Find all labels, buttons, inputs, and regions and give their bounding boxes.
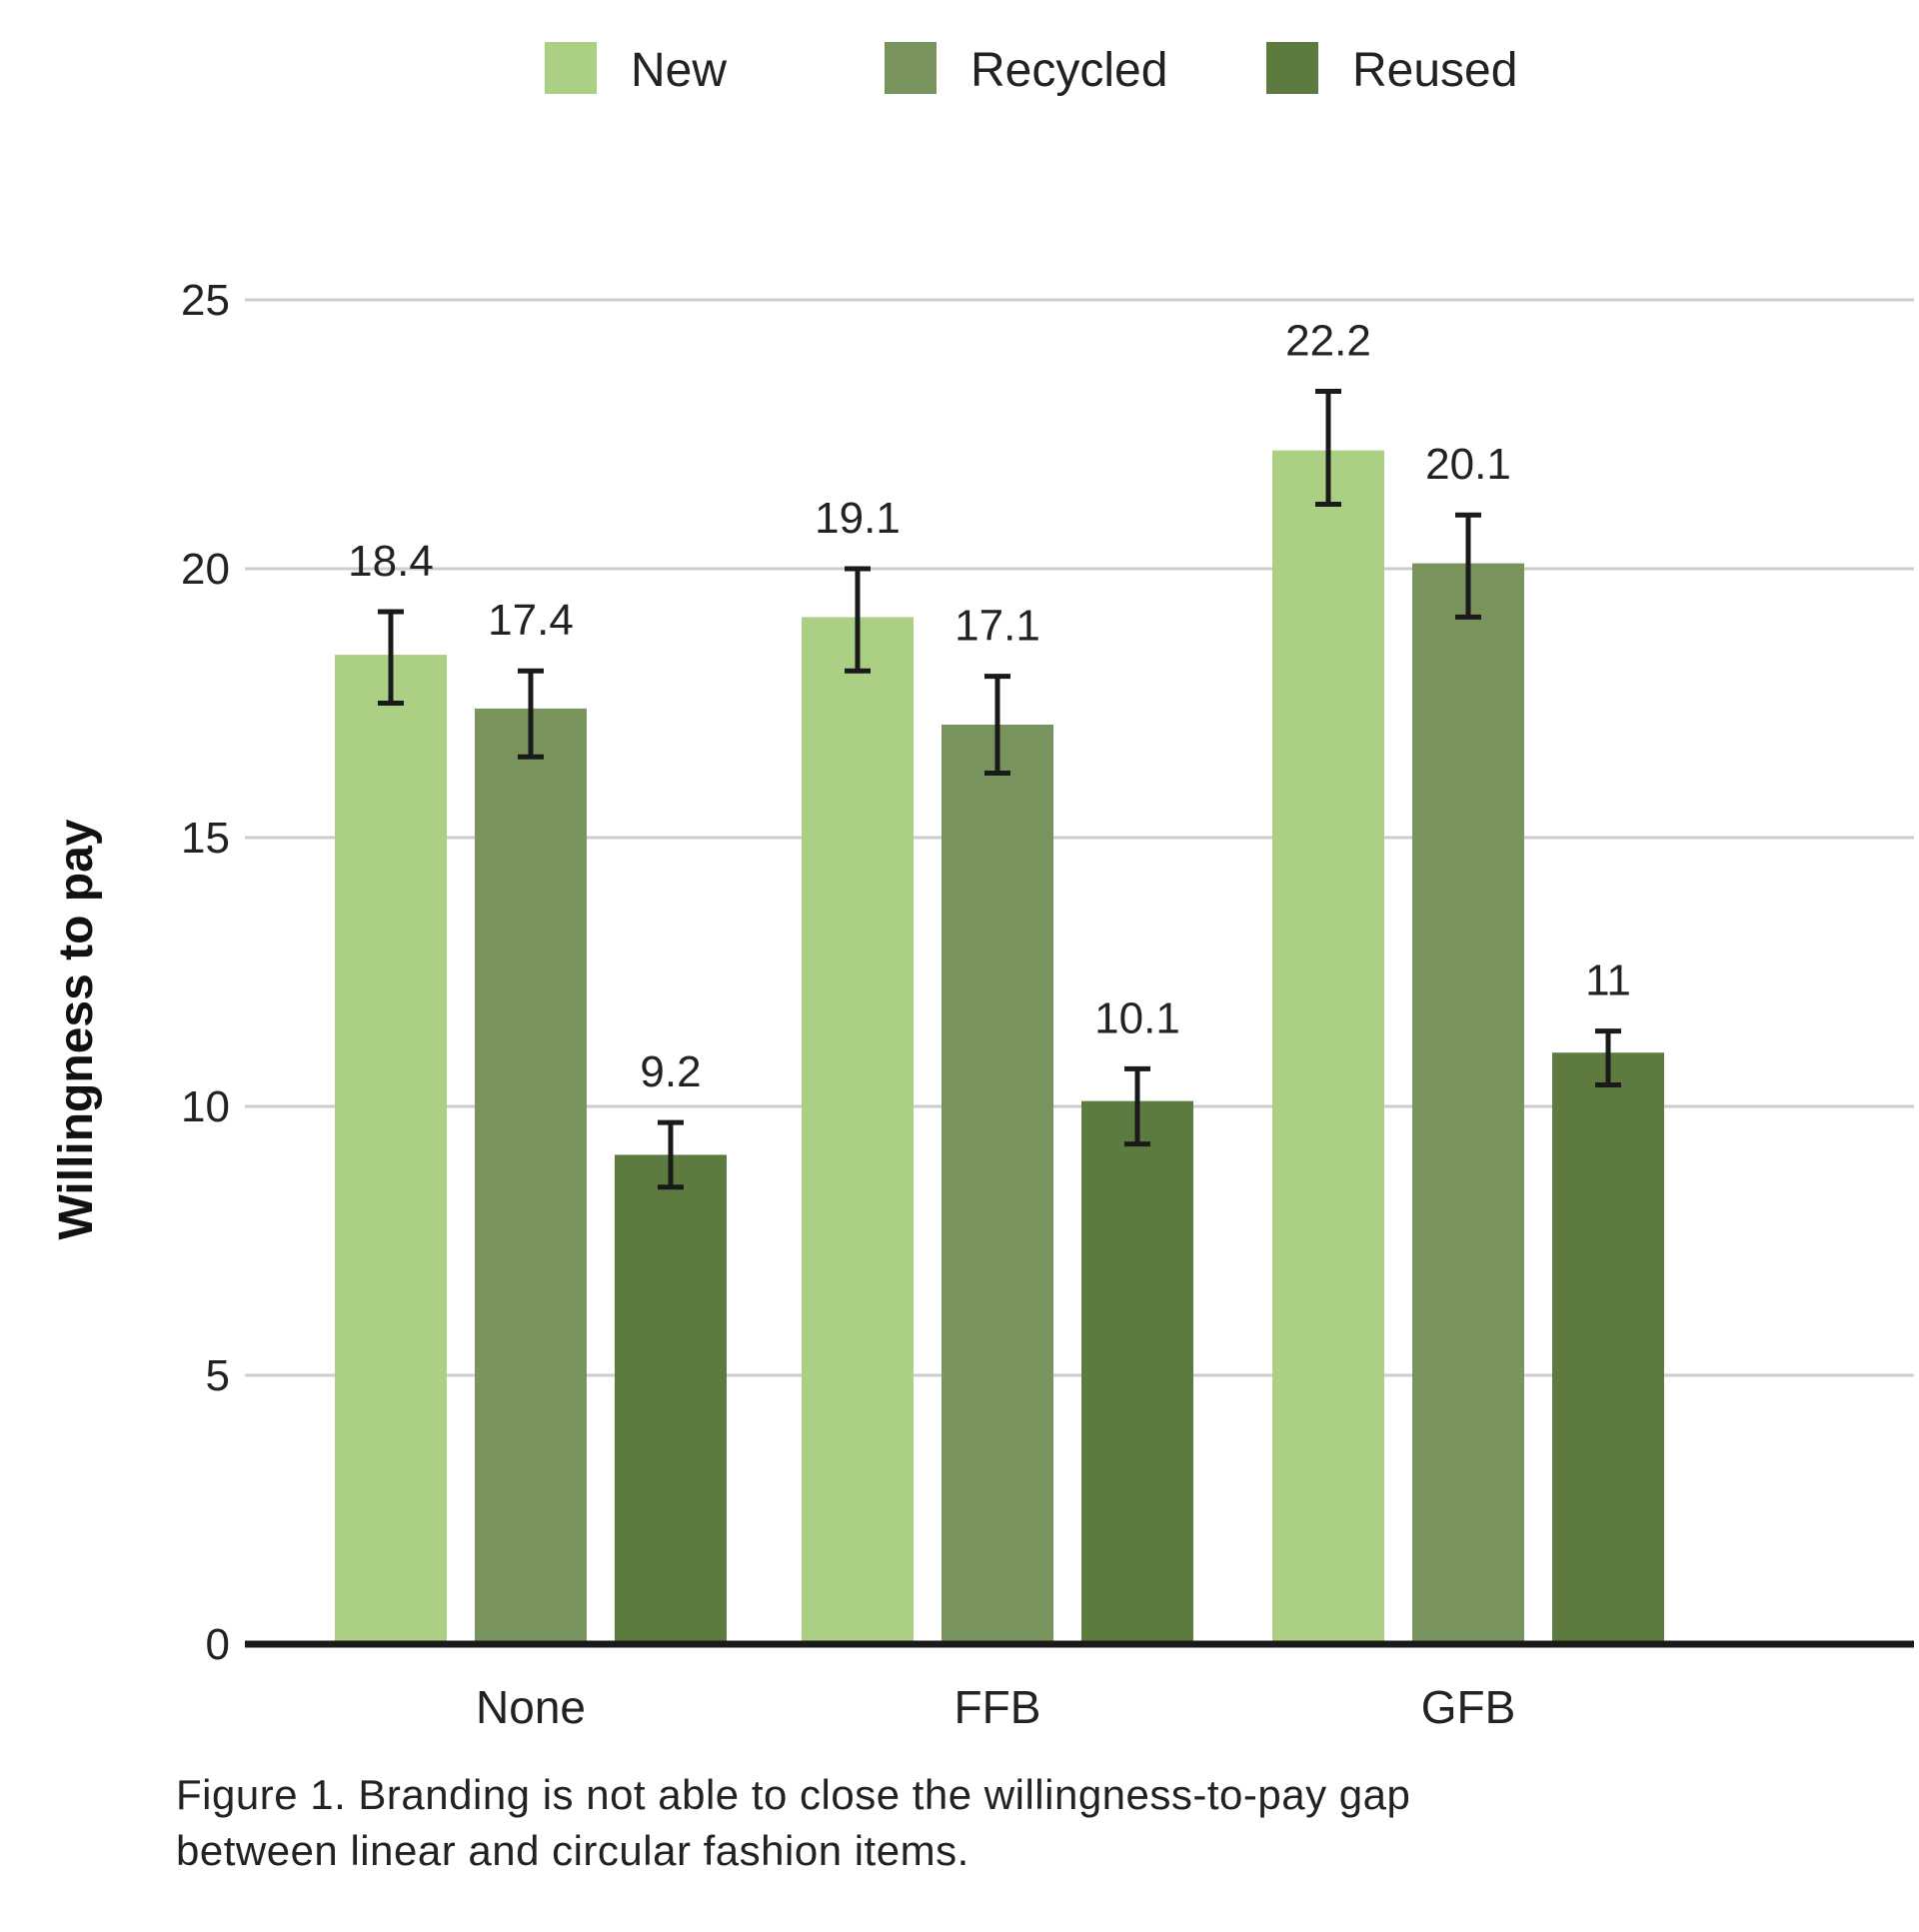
y-tick-label-5: 5 bbox=[206, 1351, 230, 1400]
legend: New Recycled Reused bbox=[545, 42, 1517, 97]
value-label-reused-none: 9.2 bbox=[640, 1047, 701, 1096]
category-label-ffb: FFB bbox=[955, 1681, 1041, 1733]
bar-new-none bbox=[335, 655, 447, 1644]
value-label-recycled-none: 17.4 bbox=[488, 596, 574, 645]
bar-recycled-ffb bbox=[942, 725, 1053, 1644]
legend-label-recycled: Recycled bbox=[970, 44, 1167, 97]
error-bar-recycled-none bbox=[518, 668, 544, 760]
error-bars bbox=[378, 388, 1621, 1190]
bar-reused-ffb bbox=[1081, 1100, 1193, 1644]
error-bar-new-none bbox=[378, 609, 404, 706]
legend-item-new: New bbox=[545, 42, 727, 97]
legend-item-reused: Reused bbox=[1266, 42, 1517, 97]
category-label-none: None bbox=[476, 1681, 586, 1733]
value-label-recycled-ffb: 17.1 bbox=[955, 602, 1040, 651]
error-bar-reused-none bbox=[658, 1119, 684, 1190]
legend-label-reused: Reused bbox=[1352, 44, 1517, 97]
error-bar-recycled-ffb bbox=[984, 674, 1010, 776]
y-tick-label-10: 10 bbox=[181, 1082, 230, 1131]
error-bar-new-gfb bbox=[1315, 388, 1341, 507]
y-axis-title: Willingness to pay bbox=[50, 819, 103, 1239]
error-bar-reused-ffb bbox=[1124, 1065, 1150, 1147]
value-label-recycled-gfb: 20.1 bbox=[1425, 440, 1511, 489]
value-label-new-none: 18.4 bbox=[348, 537, 434, 586]
bar-recycled-none bbox=[475, 708, 587, 1644]
value-label-new-gfb: 22.2 bbox=[1285, 316, 1371, 365]
error-bar-recycled-gfb bbox=[1455, 512, 1481, 620]
y-tick-label-25: 25 bbox=[181, 276, 230, 325]
bar-reused-gfb bbox=[1552, 1052, 1664, 1644]
bars bbox=[335, 450, 1664, 1645]
legend-swatch-recycled bbox=[885, 42, 937, 94]
value-label-new-ffb: 19.1 bbox=[815, 494, 901, 543]
y-tick-label-20: 20 bbox=[181, 545, 230, 594]
bar-new-ffb bbox=[802, 617, 914, 1645]
y-tick-label-0: 0 bbox=[206, 1620, 230, 1669]
category-label-gfb: GFB bbox=[1421, 1681, 1516, 1733]
x-axis: None FFB GFB bbox=[245, 1640, 1914, 1733]
bar-reused-none bbox=[615, 1154, 727, 1644]
bar-recycled-gfb bbox=[1412, 563, 1524, 1644]
bar-new-gfb bbox=[1272, 450, 1384, 1644]
legend-swatch-new bbox=[545, 42, 597, 94]
value-label-reused-ffb: 10.1 bbox=[1094, 993, 1180, 1042]
legend-item-recycled: Recycled bbox=[885, 42, 1167, 97]
value-label-reused-gfb: 11 bbox=[1585, 957, 1631, 1005]
y-tick-label-15: 15 bbox=[181, 814, 230, 863]
caption-line-2: between linear and circular fashion item… bbox=[176, 1827, 969, 1874]
value-labels: 18.4 19.1 22.2 17.4 17.1 20.1 9.2 10.1 11 bbox=[348, 316, 1631, 1096]
caption-line-1: Figure 1. Branding is not able to close … bbox=[176, 1771, 1411, 1818]
figure-caption: Figure 1. Branding is not able to close … bbox=[176, 1767, 1675, 1879]
legend-label-new: New bbox=[631, 44, 727, 97]
error-bar-reused-gfb bbox=[1595, 1028, 1621, 1087]
legend-swatch-reused bbox=[1266, 42, 1318, 94]
error-bar-new-ffb bbox=[845, 566, 871, 674]
